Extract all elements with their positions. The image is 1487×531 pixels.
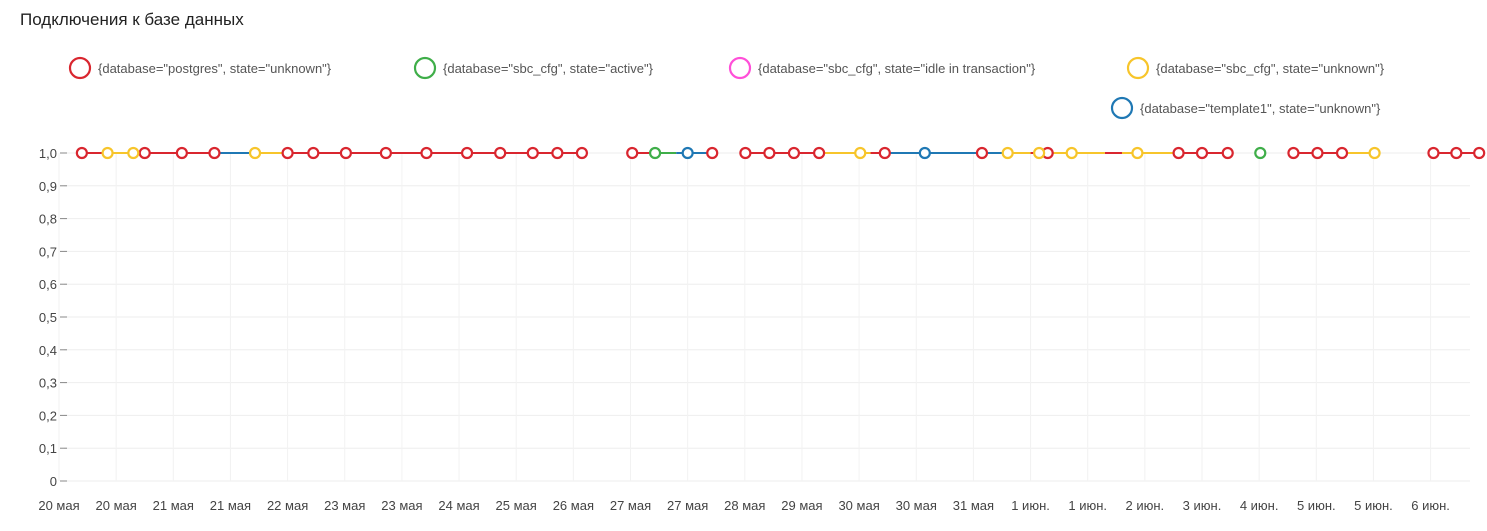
data-point: [1131, 146, 1144, 160]
data-point: [1311, 146, 1324, 160]
data-point: [281, 146, 294, 160]
y-tick-label: 0,5: [39, 310, 57, 325]
data-point: [494, 146, 507, 160]
x-tick-label: 30 мая: [896, 498, 937, 513]
data-point: [575, 146, 589, 160]
x-tick-label: 20 мая: [96, 498, 137, 513]
data-point: [339, 146, 352, 160]
x-tick-label: 2 июн.: [1126, 498, 1165, 513]
x-tick-label: 24 мая: [438, 498, 479, 513]
legend-label: {database="sbc_cfg", state="active"}: [443, 61, 654, 76]
y-tick-label: 0,6: [39, 277, 57, 292]
legend-marker: [728, 56, 752, 80]
x-tick-label: 3 июн.: [1183, 498, 1222, 513]
x-tick-label: 29 мая: [781, 498, 822, 513]
x-tick-label: 26 мая: [553, 498, 594, 513]
data-point: [208, 146, 221, 160]
data-point: [1287, 146, 1300, 160]
legend-marker: [68, 56, 92, 80]
data-point: [1335, 146, 1349, 160]
x-tick-label: 31 мая: [953, 498, 994, 513]
data-point: [127, 146, 140, 160]
data-point: [1427, 146, 1440, 160]
y-tick-label: 0,2: [39, 408, 57, 423]
chart-title: Подключения к базе данных: [20, 10, 244, 29]
data-point: [420, 146, 433, 160]
data-point: [975, 146, 989, 160]
data-point: [526, 146, 539, 160]
data-point: [739, 146, 752, 160]
legend-item: {database="sbc_cfg", state="unknown"}: [1126, 56, 1385, 80]
x-tick-label: 1 июн.: [1068, 498, 1107, 513]
data-point: [379, 146, 392, 160]
y-tick-label: 0,4: [39, 343, 57, 358]
data-point: [1254, 146, 1267, 160]
y-tick-label: 0,8: [39, 212, 57, 227]
legend-item: {database="sbc_cfg", state="idle in tran…: [728, 56, 1036, 80]
legend-marker: [413, 56, 437, 80]
x-tick-label: 5 июн.: [1354, 498, 1393, 513]
data-point: [1450, 146, 1463, 160]
data-point: [787, 146, 801, 160]
x-tick-label: 27 мая: [667, 498, 708, 513]
data-point: [1368, 146, 1381, 160]
x-tick-label: 4 июн.: [1240, 498, 1279, 513]
data-point: [551, 146, 564, 160]
data-point: [75, 146, 88, 160]
x-tick-label: 20 мая: [38, 498, 79, 513]
legend-label: {database="sbc_cfg", state="unknown"}: [1156, 61, 1385, 76]
data-point: [763, 146, 776, 160]
data-point: [854, 146, 867, 160]
x-tick-label: 21 мая: [153, 498, 194, 513]
legend-label: {database="template1", state="unknown"}: [1140, 101, 1381, 116]
x-tick-label: 27 мая: [610, 498, 651, 513]
data-point: [1473, 146, 1486, 160]
data-point: [648, 146, 662, 160]
data-point: [101, 146, 114, 160]
y-tick-label: 0,7: [39, 244, 57, 259]
x-tick-label: 22 мая: [267, 498, 308, 513]
x-tick-label: 21 мая: [210, 498, 251, 513]
data-point: [175, 146, 188, 160]
data-point: [812, 146, 826, 160]
data-point: [878, 146, 891, 160]
x-tick-label: 25 мая: [496, 498, 537, 513]
data-point: [1065, 146, 1078, 160]
x-tick-label: 28 мая: [724, 498, 765, 513]
data-point: [460, 146, 474, 160]
data-point: [1001, 146, 1014, 160]
x-tick-label: 1 июн.: [1011, 498, 1050, 513]
y-tick-label: 0,9: [39, 179, 57, 194]
legend-item: {database="sbc_cfg", state="active"}: [413, 56, 654, 80]
legend-label: {database="sbc_cfg", state="idle in tran…: [758, 61, 1036, 76]
x-tick-label: 6 июн.: [1411, 498, 1450, 513]
data-point: [1195, 146, 1209, 160]
x-tick-label: 23 мая: [324, 498, 365, 513]
data-point: [307, 146, 320, 160]
data-point: [681, 146, 694, 160]
legend-item: {database="template1", state="unknown"}: [1110, 96, 1381, 120]
legend-label: {database="postgres", state="unknown"}: [98, 61, 332, 76]
legend-marker: [1110, 96, 1134, 120]
y-tick-label: 0: [50, 474, 57, 489]
y-tick-label: 1,0: [39, 146, 57, 161]
x-tick-label: 30 мая: [838, 498, 879, 513]
data-point: [1172, 146, 1185, 160]
data-point: [706, 146, 719, 160]
x-tick-label: 23 мая: [381, 498, 422, 513]
data-point: [1221, 146, 1234, 160]
data-point: [918, 146, 931, 160]
data-point: [1033, 146, 1046, 160]
data-point: [138, 146, 151, 160]
data-point: [248, 146, 262, 160]
y-tick-label: 0,3: [39, 376, 57, 391]
legend-item: {database="postgres", state="unknown"}: [68, 56, 332, 80]
x-tick-label: 5 июн.: [1297, 498, 1336, 513]
y-tick-label: 0,1: [39, 441, 57, 456]
data-point: [626, 146, 639, 160]
legend-marker: [1126, 56, 1150, 80]
